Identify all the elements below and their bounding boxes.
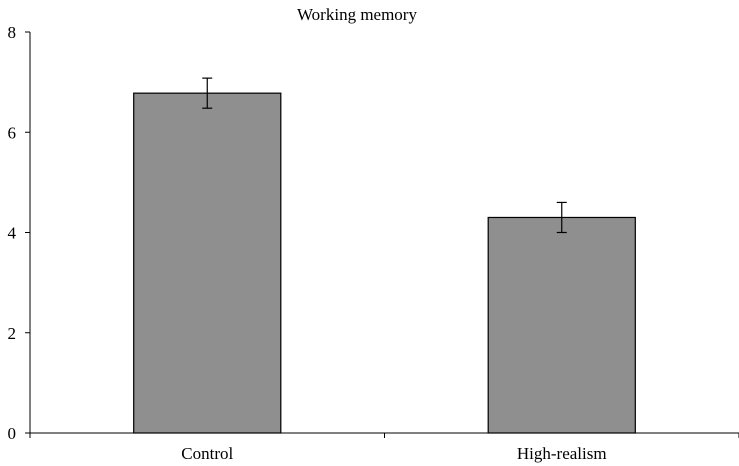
error-bar (202, 77, 213, 109)
x-axis: Control High-realism (29, 432, 739, 463)
y-tick-label: 8 (8, 23, 17, 42)
bar-high-realism (487, 216, 636, 434)
y-tick-label: 4 (8, 224, 17, 243)
y-axis: 0 2 4 6 8 (8, 23, 31, 443)
error-bar (556, 201, 567, 234)
y-tick-label: 6 (8, 123, 17, 142)
chart-title: Working memory (297, 5, 417, 24)
y-tick-label: 2 (8, 324, 17, 343)
bars (133, 77, 636, 434)
y-tick-label: 0 (8, 424, 17, 443)
x-category-label: High-realism (517, 444, 607, 463)
x-category-label: Control (181, 444, 233, 463)
bar-control (133, 92, 282, 434)
